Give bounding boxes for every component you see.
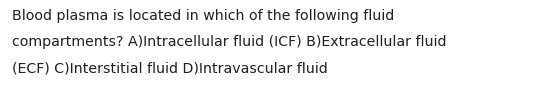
Text: compartments? A)Intracellular fluid (ICF) B)Extracellular fluid: compartments? A)Intracellular fluid (ICF…: [12, 35, 446, 49]
Text: (ECF) C)Interstitial fluid D)Intravascular fluid: (ECF) C)Interstitial fluid D)Intravascul…: [12, 62, 328, 76]
Text: Blood plasma is located in which of the following fluid: Blood plasma is located in which of the …: [12, 9, 395, 23]
